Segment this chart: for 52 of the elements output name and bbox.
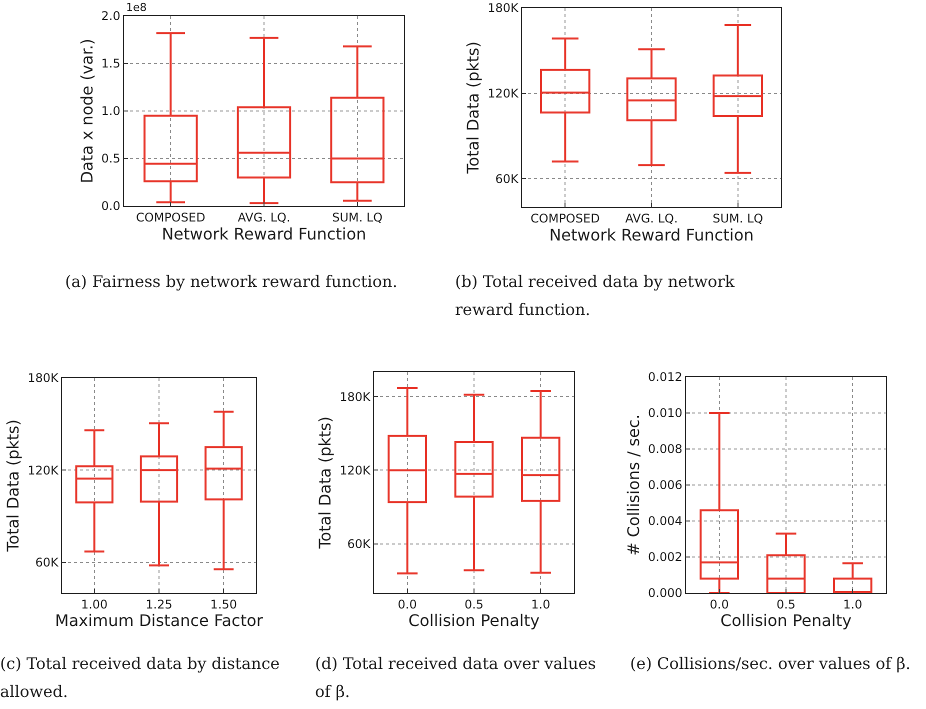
x-axis-title: Network Reward Function [549, 226, 754, 245]
x-tick-label: COMPOSED [530, 212, 600, 226]
y-tick-label: 0.000 [648, 586, 682, 600]
y-tick-label: 120K [28, 463, 60, 478]
y-tick-label: 0.0 [101, 199, 120, 214]
y-tick-label: 60K [495, 172, 520, 186]
y-tick-label: 60K [35, 555, 60, 570]
text: (b) Total received data by network reward function. [455, 271, 736, 321]
y-tick-label: 1.0 [101, 104, 120, 118]
text: (d) Total received data over values of β. [315, 653, 597, 703]
text: (a) Fairness by network reward function. [65, 271, 398, 293]
y-tick-label: 0.006 [648, 478, 682, 492]
text: 1e8 [126, 1, 147, 14]
x-tick-label: 1.0 [843, 598, 862, 612]
x-tick-label: 1.50 [210, 598, 238, 612]
x-tick-label: 1.0 [531, 598, 550, 612]
y-axis-title: Total Data (pkts) [316, 416, 335, 550]
x-tick-label: 0.0 [710, 598, 729, 612]
x-tick-label: COMPOSED [136, 210, 206, 225]
x-axis-title: Network Reward Function [162, 224, 366, 244]
y-tick-label: 1.5 [101, 56, 120, 71]
y-tick-label: 0.5 [101, 152, 120, 166]
y-tick-label: 2.0 [101, 9, 120, 24]
y-tick-label: 120K [488, 86, 520, 100]
x-axis-title: Collision Penalty [720, 611, 852, 630]
x-tick-label: AVG. LQ. [238, 210, 290, 225]
y-tick-label: 120K [340, 463, 372, 478]
x-tick-label: SUM. LQ [332, 210, 383, 225]
x-tick-label: AVG. LQ. [625, 212, 678, 226]
text: (e) Collisions/sec. over values of β. [630, 653, 912, 675]
y-tick-label: 60K [347, 537, 372, 552]
y-axis-title: # Collisions / sec. [624, 414, 644, 556]
x-tick-label: SUM. LQ [712, 212, 764, 226]
y-tick-label: 0.008 [648, 442, 682, 456]
x-axis-title: Maximum Distance Factor [55, 611, 264, 630]
y-axis-title: Total Data (pkts) [4, 419, 23, 553]
x-axis-title: Collision Penalty [408, 611, 540, 630]
y-axis-title: Total Data (pkts) [464, 41, 483, 175]
y-axis-title: Data x node (var.) [77, 38, 96, 184]
y-tick-label: 180K [340, 390, 372, 404]
x-tick-label: 0.0 [398, 598, 417, 612]
text: (c) Total received data by distance allowed. [0, 653, 281, 703]
y-tick-label: 0.004 [648, 514, 682, 528]
x-tick-label: 0.5 [776, 598, 796, 612]
x-tick-label: 0.5 [464, 598, 484, 612]
y-tick-label: 180K [488, 1, 520, 16]
y-tick-label: 0.010 [648, 406, 682, 420]
x-tick-label: 1.00 [80, 598, 108, 612]
y-tick-label: 180K [28, 371, 60, 386]
y-tick-label: 0.012 [648, 370, 682, 384]
y-tick-label: 0.002 [648, 550, 682, 564]
x-tick-label: 1.25 [146, 598, 172, 612]
